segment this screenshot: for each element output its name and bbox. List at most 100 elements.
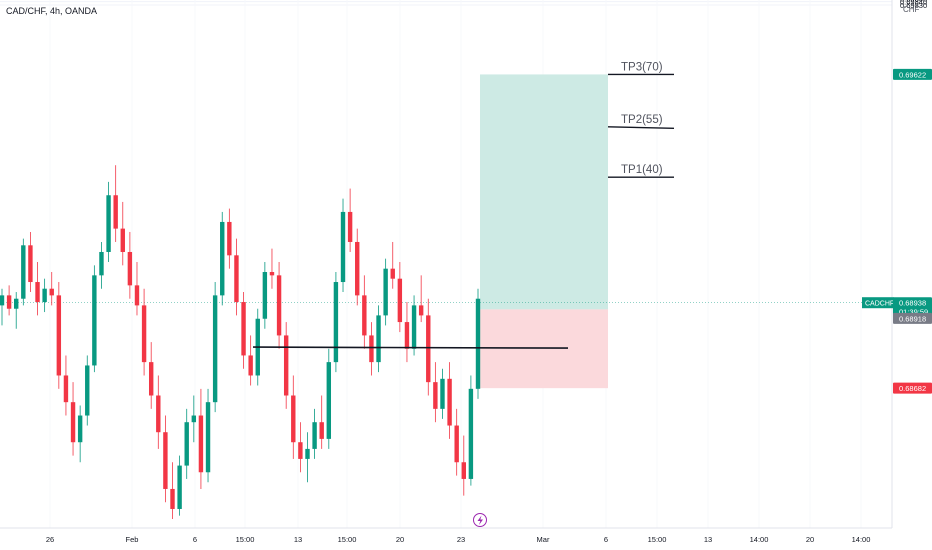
candle-body (333, 282, 339, 363)
currency-unit: CHF (903, 5, 920, 14)
candle-body (383, 268, 388, 316)
candle-body (6, 295, 12, 309)
candle-body (148, 362, 154, 396)
candle-body (319, 422, 324, 439)
candle-body (433, 382, 438, 409)
candle-body (99, 251, 104, 276)
candle-body (262, 272, 268, 319)
x-tick-label: 26 (46, 535, 54, 544)
candle-body (241, 302, 246, 356)
last-price-label-box (893, 297, 932, 318)
candle-body (369, 335, 374, 363)
candle-body (177, 465, 182, 509)
candle-body (205, 402, 211, 473)
x-tick-label: 20 (396, 535, 404, 544)
candle-body (305, 448, 310, 459)
candle-body (234, 255, 239, 303)
x-tick-label: 23 (457, 535, 465, 544)
candle-body (134, 285, 140, 306)
candle-body (212, 295, 218, 403)
x-tick-label: Feb (126, 535, 139, 544)
x-tick-label: Mar (537, 535, 550, 544)
target-price-label-box (893, 68, 932, 80)
candle-body (42, 288, 47, 303)
candle-body (156, 395, 161, 433)
candle-body (468, 388, 474, 479)
y-tick-label: 0.69850 (900, 0, 927, 3)
candle-body (92, 275, 97, 366)
candle-body (248, 355, 253, 376)
x-tick-label: 14:00 (750, 535, 769, 544)
x-tick-label: 15:00 (338, 535, 357, 544)
candle-body (376, 315, 381, 363)
x-tick-label: 15:00 (236, 535, 255, 544)
entry-price-label: 0.68918 (899, 314, 926, 323)
candle-body (163, 432, 168, 489)
x-tick-label: 13 (294, 535, 302, 544)
candle-body (35, 282, 40, 303)
last-price-label: 01:39:59 (899, 308, 928, 317)
candle-body (426, 315, 431, 383)
candle-body (355, 241, 360, 296)
candle-body (312, 422, 317, 449)
take-profit-label: TP3(70) (621, 61, 663, 73)
candle-body (447, 378, 452, 426)
x-tick-label: 6 (193, 535, 197, 544)
candle-body (440, 378, 445, 409)
candle-body (127, 251, 133, 286)
candle-body (113, 195, 118, 229)
y-tick-label: 0.69840 (900, 0, 927, 7)
candle-body (184, 422, 189, 466)
symbol-title: CAD/CHF, 4h, OANDA (6, 6, 98, 16)
candle-body (298, 442, 303, 459)
take-profit-line (607, 126, 675, 130)
support-trendline (252, 346, 569, 349)
stop-price-label: 0.68682 (899, 384, 926, 393)
candle-body (347, 211, 353, 242)
candle-body (77, 415, 83, 443)
candle-body (411, 305, 417, 349)
candle-body (21, 245, 26, 299)
candle-body (63, 375, 69, 403)
candle-body (141, 305, 147, 363)
flash-icon (477, 515, 483, 525)
candle-body (14, 298, 19, 309)
candle-body (70, 402, 76, 443)
candle-body (454, 425, 459, 463)
stop-price-label-box (893, 382, 932, 394)
x-tick-label: 6 (604, 535, 608, 544)
candle-body (362, 295, 367, 336)
candle-body (326, 362, 332, 439)
take-profit-label: TP1(40) (621, 164, 663, 176)
y-tick-label: 0.69830 (900, 1, 927, 10)
candle-body (120, 228, 125, 252)
x-tick-label: 14:00 (852, 535, 871, 544)
candle-body (220, 221, 225, 296)
last-price-label: 0.68938 (899, 299, 926, 308)
candle-body (85, 365, 90, 416)
candle-body (475, 298, 481, 389)
candle-body (0, 295, 5, 306)
candle-body (340, 211, 346, 283)
candle-body (49, 288, 54, 296)
candle-body (198, 415, 204, 473)
candle-body (283, 335, 289, 396)
candle-body (191, 415, 197, 423)
entry-price-label-box (893, 312, 932, 324)
candle-body (170, 488, 175, 509)
x-tick-label: 15:00 (648, 535, 667, 544)
candle-body (461, 462, 466, 479)
x-tick-label: 20 (806, 535, 814, 544)
candle-body (291, 395, 296, 443)
candle-body (28, 245, 33, 283)
profit-zone (480, 74, 608, 310)
target-price-label: 0.69622 (899, 70, 926, 79)
symbol-tag-box (862, 297, 894, 309)
candle-body (404, 322, 410, 349)
symbol-tag: CADCHF (865, 301, 894, 308)
candle-body (106, 195, 111, 252)
candle-body (269, 272, 275, 276)
candle-body (227, 221, 232, 256)
candle-body (56, 295, 62, 376)
